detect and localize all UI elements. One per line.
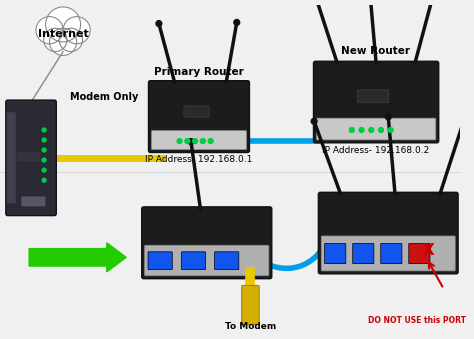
Circle shape — [359, 127, 364, 133]
FancyBboxPatch shape — [184, 106, 209, 117]
FancyBboxPatch shape — [313, 61, 439, 143]
FancyBboxPatch shape — [151, 131, 246, 149]
FancyBboxPatch shape — [321, 236, 455, 271]
Circle shape — [177, 139, 182, 143]
Circle shape — [46, 7, 81, 42]
Circle shape — [379, 127, 383, 133]
FancyBboxPatch shape — [381, 243, 402, 264]
Circle shape — [234, 20, 240, 25]
Circle shape — [311, 118, 317, 124]
Text: Internet: Internet — [38, 29, 89, 39]
FancyBboxPatch shape — [319, 192, 458, 274]
Circle shape — [461, 118, 467, 123]
Circle shape — [49, 28, 77, 56]
Circle shape — [44, 28, 67, 52]
FancyBboxPatch shape — [17, 152, 41, 162]
Circle shape — [388, 127, 393, 133]
FancyBboxPatch shape — [7, 112, 16, 203]
FancyBboxPatch shape — [21, 196, 46, 206]
Text: Primary Router: Primary Router — [154, 67, 244, 77]
FancyBboxPatch shape — [353, 243, 374, 264]
FancyBboxPatch shape — [357, 90, 389, 102]
FancyBboxPatch shape — [142, 207, 272, 279]
FancyBboxPatch shape — [317, 118, 436, 140]
Text: IP Address- 192.168.0.2: IP Address- 192.168.0.2 — [322, 146, 429, 155]
FancyBboxPatch shape — [148, 81, 249, 153]
Circle shape — [42, 138, 46, 142]
Circle shape — [185, 139, 190, 143]
Circle shape — [42, 148, 46, 152]
Circle shape — [63, 17, 90, 44]
Circle shape — [36, 17, 63, 44]
Circle shape — [192, 139, 198, 143]
Text: To Modem: To Modem — [225, 322, 276, 331]
Circle shape — [156, 21, 162, 26]
Circle shape — [188, 139, 194, 144]
FancyBboxPatch shape — [181, 252, 206, 270]
Circle shape — [42, 168, 46, 172]
Circle shape — [42, 178, 46, 182]
FancyBboxPatch shape — [6, 100, 56, 216]
Text: X: X — [422, 243, 434, 258]
FancyBboxPatch shape — [145, 245, 269, 276]
Circle shape — [349, 127, 354, 133]
FancyBboxPatch shape — [242, 285, 259, 324]
Circle shape — [385, 114, 391, 120]
FancyBboxPatch shape — [215, 252, 239, 270]
Text: IP Address- 192.168.0.1: IP Address- 192.168.0.1 — [146, 155, 253, 164]
Circle shape — [208, 139, 213, 143]
Circle shape — [59, 28, 82, 52]
Text: DO NOT USE this PORT: DO NOT USE this PORT — [368, 316, 466, 325]
Text: New Router: New Router — [341, 46, 410, 56]
FancyBboxPatch shape — [325, 243, 346, 264]
Text: Modem Only: Modem Only — [70, 92, 138, 102]
FancyBboxPatch shape — [148, 252, 172, 270]
FancyBboxPatch shape — [409, 243, 430, 264]
FancyArrow shape — [29, 243, 126, 272]
Circle shape — [201, 139, 205, 143]
Circle shape — [369, 127, 374, 133]
Circle shape — [42, 158, 46, 162]
Circle shape — [42, 128, 46, 132]
